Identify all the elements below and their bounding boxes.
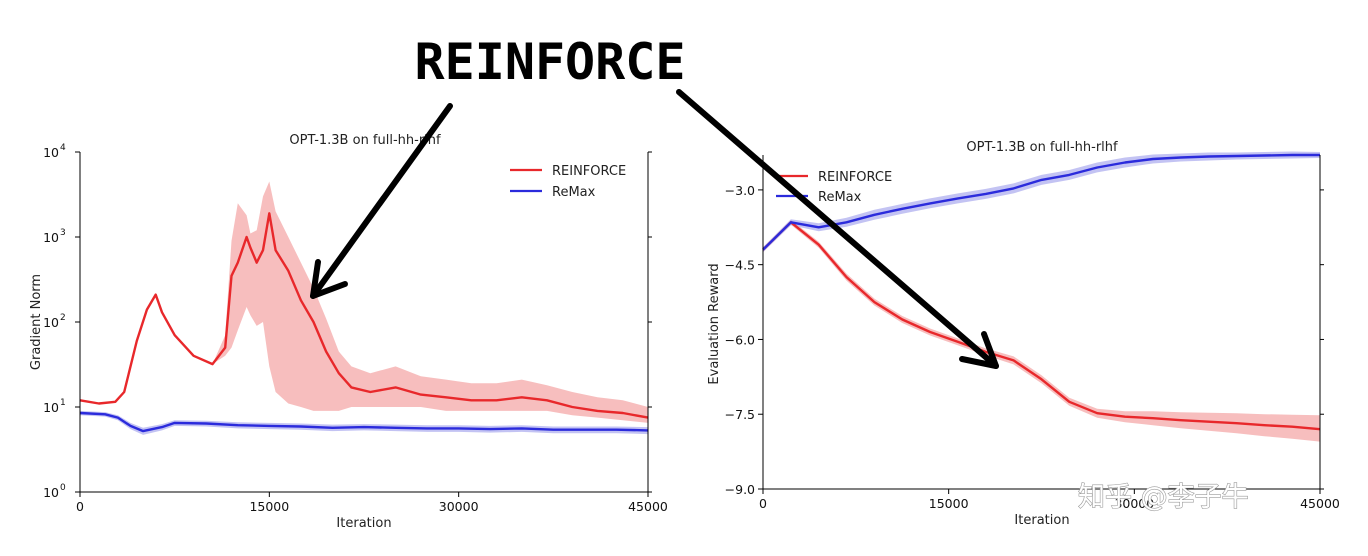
y-tick-label: 10: [43, 315, 59, 330]
legend-label-remax: ReMax: [552, 185, 596, 200]
chart-title: OPT-1.3B on full-hh-rlhf: [966, 140, 1118, 155]
y-tick-exponent: 1: [60, 398, 66, 408]
x-axis-label: Iteration: [1014, 513, 1069, 528]
chart-title: OPT-1.3B on full-hh-rlhf: [289, 133, 441, 148]
x-tick-label: 15000: [929, 496, 969, 511]
confidence-band-remax: [80, 410, 648, 435]
series-line-remax: [762, 153, 1320, 251]
y-tick-label: 10: [43, 485, 59, 500]
y-tick-exponent: 2: [60, 313, 66, 323]
y-tick-exponent: 4: [60, 143, 66, 153]
plot-area: [79, 181, 649, 435]
series-line-reinforce: [79, 212, 649, 419]
banner-label: REINFORCE: [415, 33, 686, 91]
confidence-band-reinforce: [763, 219, 1320, 442]
legend: REINFORCE ReMax: [510, 164, 626, 200]
y-axis-label: Evaluation Reward: [707, 263, 722, 384]
x-axis-label: Iteration: [336, 516, 391, 531]
x-tick-label: 15000: [249, 499, 289, 514]
y-tick-label: −6.0: [725, 332, 755, 347]
arrow-to-right-chart: [676, 89, 999, 369]
confidence-band-reinforce: [80, 181, 648, 423]
x-tick-label: 0: [76, 499, 84, 514]
legend-label-reinforce: REINFORCE: [818, 170, 892, 185]
x-tick-label: 30000: [439, 499, 479, 514]
y-axis-label: Gradient Norm: [29, 274, 44, 370]
arrow-head: [959, 331, 999, 369]
y-tick-label: −7.5: [725, 407, 755, 422]
legend-label-reinforce: REINFORCE: [552, 164, 626, 179]
gradient-norm-chart: OPT-1.3B on full-hh-rlhf 0 15000 30000 4500…: [29, 133, 668, 531]
y-tick-label: −3.0: [725, 183, 755, 198]
y-tick-label: 10: [43, 145, 59, 160]
legend-label-remax: ReMax: [818, 190, 862, 205]
y-tick-label: −4.5: [725, 258, 755, 273]
series-line-remax: [79, 411, 649, 433]
x-tick-label: 45000: [628, 499, 668, 514]
arrow-shaft: [310, 103, 453, 299]
y-tick-exponent: 3: [60, 228, 66, 238]
x-tick-label: 30000: [1114, 496, 1154, 511]
x-tick-label: 45000: [1300, 496, 1340, 511]
y-tick-label: 10: [43, 230, 59, 245]
x-ticks: 0 15000 30000 45000: [759, 489, 1340, 511]
arrow-to-left-chart: [310, 103, 453, 299]
y-tick-label: −9.0: [725, 482, 755, 497]
watermark: 知乎 @李子牛: [1078, 482, 1249, 513]
y-ticks: −9.0 −7.5 −6.0 −4.5 −3.0: [725, 183, 1324, 497]
x-tick-label: 0: [759, 496, 767, 511]
y-tick-exponent: 0: [60, 483, 66, 493]
x-ticks: 0 15000 30000 45000: [76, 492, 668, 514]
series-line-reinforce: [762, 221, 1321, 431]
arrow-shaft: [676, 89, 999, 369]
plot-area: [762, 151, 1321, 442]
y-tick-label: 10: [43, 400, 59, 415]
arrow-head: [310, 259, 348, 299]
